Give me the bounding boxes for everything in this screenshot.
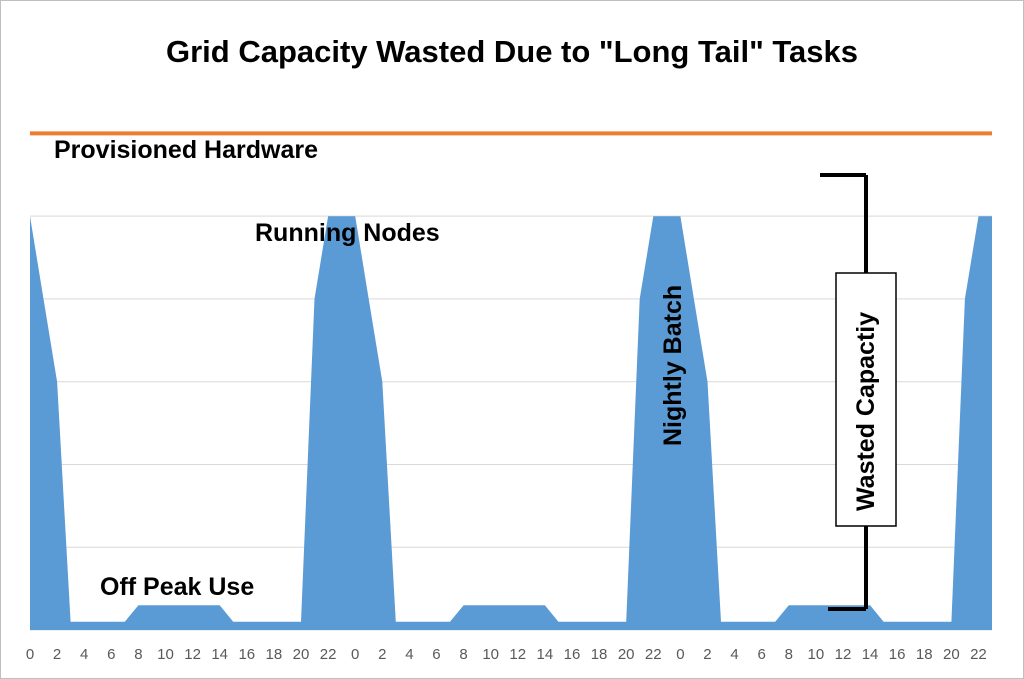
x-tick-label: 4 bbox=[730, 646, 738, 663]
x-tick-label: 0 bbox=[676, 646, 684, 663]
x-tick-label: 16 bbox=[564, 646, 581, 663]
x-tick-label: 12 bbox=[835, 646, 852, 663]
x-tick-label: 2 bbox=[703, 646, 711, 663]
x-tick-label: 2 bbox=[53, 646, 61, 663]
x-tick-label: 10 bbox=[157, 646, 174, 663]
x-tick-label: 10 bbox=[808, 646, 825, 663]
x-tick-label: 4 bbox=[80, 646, 88, 663]
x-tick-label: 0 bbox=[351, 646, 359, 663]
nightly-batch-label: Nightly Batch bbox=[659, 285, 687, 446]
x-tick-label: 8 bbox=[134, 646, 142, 663]
x-tick-label: 2 bbox=[378, 646, 386, 663]
provisioned-label: Provisioned Hardware bbox=[54, 136, 318, 164]
x-tick-label: 8 bbox=[785, 646, 793, 663]
x-tick-label: 14 bbox=[862, 646, 879, 663]
x-tick-label: 14 bbox=[537, 646, 554, 663]
x-tick-label: 8 bbox=[459, 646, 467, 663]
x-tick-label: 6 bbox=[757, 646, 765, 663]
x-tick-label: 16 bbox=[889, 646, 906, 663]
x-tick-label: 0 bbox=[26, 646, 34, 663]
x-tick-label: 18 bbox=[591, 646, 608, 663]
wasted-capacity-bracket: Wasted Capactiy bbox=[820, 173, 897, 611]
chart-title: Grid Capacity Wasted Due to "Long Tail" … bbox=[166, 34, 858, 69]
x-tick-label: 12 bbox=[509, 646, 526, 663]
x-tick-label: 18 bbox=[266, 646, 283, 663]
x-tick-label: 18 bbox=[916, 646, 933, 663]
x-tick-label: 6 bbox=[107, 646, 115, 663]
x-tick-label: 14 bbox=[211, 646, 228, 663]
off-peak-label: Off Peak Use bbox=[100, 573, 254, 601]
running-nodes-label: Running Nodes bbox=[255, 219, 440, 247]
x-axis-ticks: 0 2 4 6 8 10 12 14 16 18 20 22 0 2 4 6 8 10 12 14 16 18 20 22 0 2… bbox=[26, 646, 987, 663]
x-tick-label: 6 bbox=[432, 646, 440, 663]
x-tick-label: 20 bbox=[293, 646, 310, 663]
x-tick-label: 20 bbox=[618, 646, 635, 663]
x-tick-label: 12 bbox=[184, 646, 201, 663]
x-tick-label: 22 bbox=[320, 646, 337, 663]
x-tick-label: 10 bbox=[482, 646, 499, 663]
x-tick-label: 16 bbox=[238, 646, 255, 663]
wasted-label-box bbox=[835, 272, 897, 527]
x-tick-label: 4 bbox=[405, 646, 413, 663]
x-tick-label: 22 bbox=[645, 646, 662, 663]
x-tick-label: 20 bbox=[943, 646, 960, 663]
wasted-capacity-label: Wasted Capactiy bbox=[852, 312, 880, 511]
x-tick-label: 22 bbox=[970, 646, 987, 663]
